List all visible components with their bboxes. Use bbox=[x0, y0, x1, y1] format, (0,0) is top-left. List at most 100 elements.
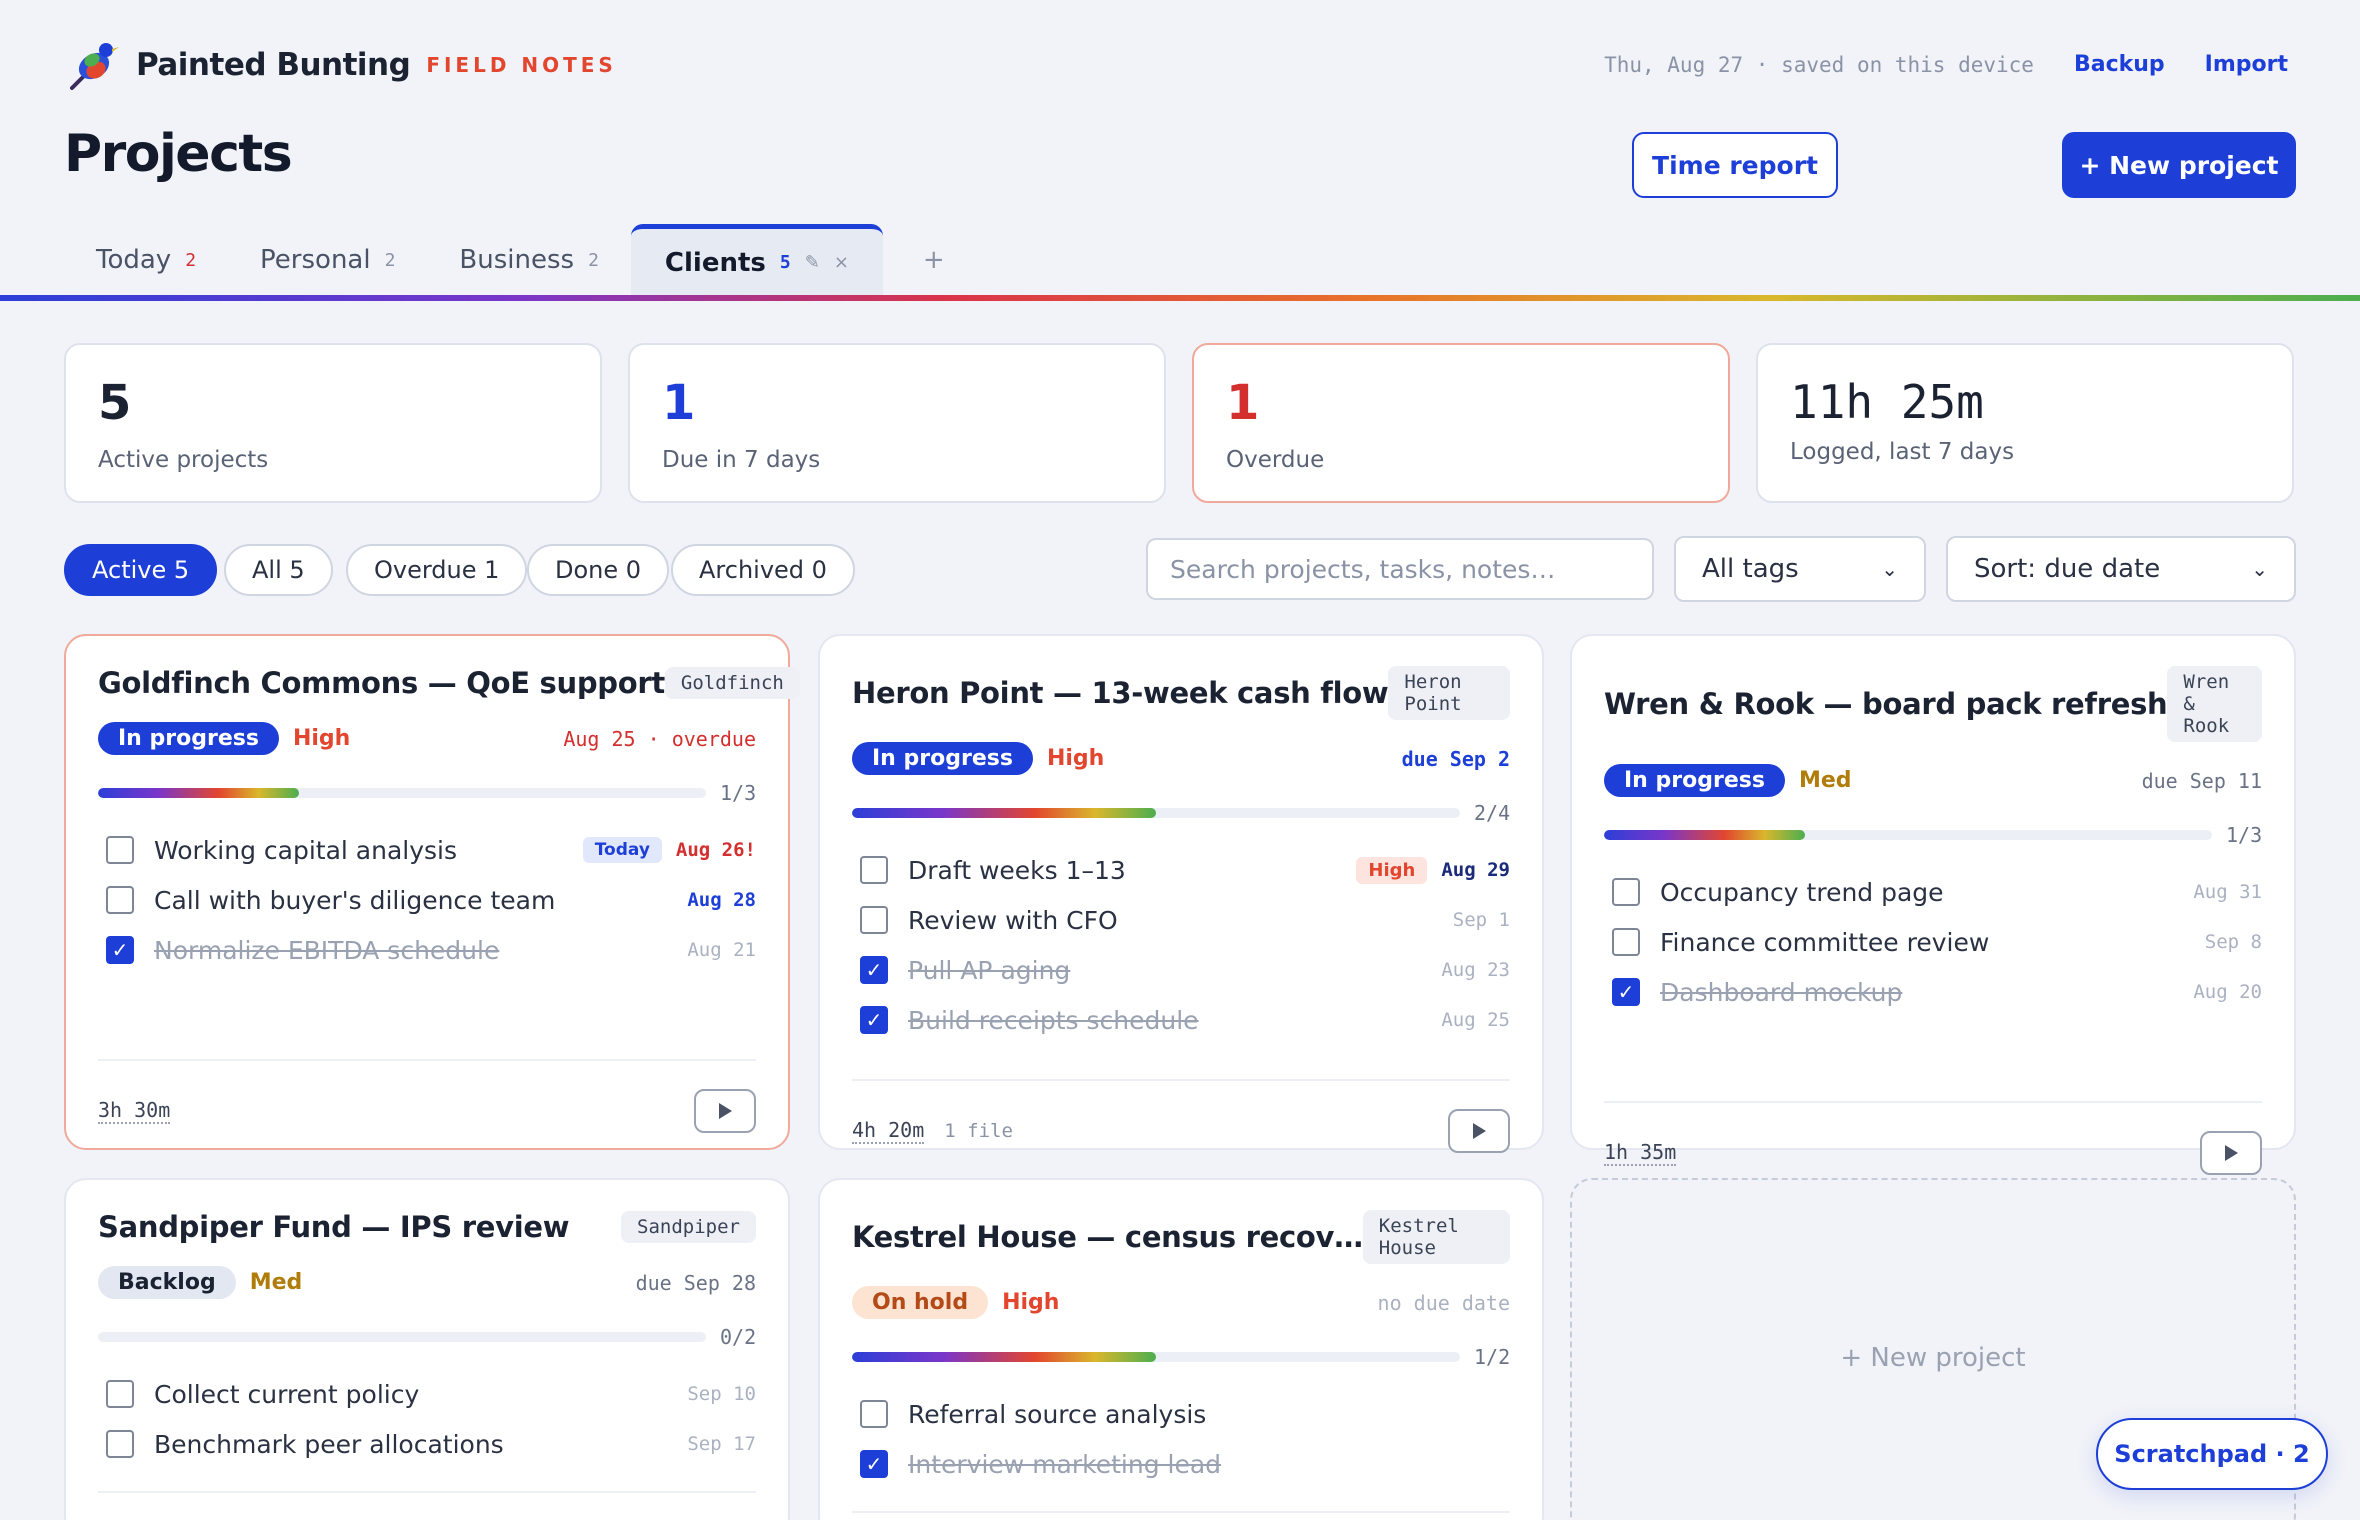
filter-all[interactable]: All 5 bbox=[224, 544, 333, 596]
task-text[interactable]: Draft weeks 1–13 bbox=[908, 855, 1126, 885]
file-count[interactable]: 1 file bbox=[944, 1120, 1013, 1142]
tab-personal[interactable]: Personal 2 bbox=[228, 224, 427, 296]
task-checkbox[interactable] bbox=[106, 886, 134, 914]
stat-number: 5 bbox=[98, 375, 132, 431]
filter-done[interactable]: Done 0 bbox=[527, 544, 670, 596]
task-text[interactable]: Collect current policy bbox=[154, 1379, 420, 1409]
task-text[interactable]: Call with buyer's diligence team bbox=[154, 885, 556, 915]
status-badge[interactable]: In progress bbox=[1604, 764, 1785, 797]
time-report-button[interactable]: Time report bbox=[1632, 132, 1838, 198]
task-checkbox[interactable] bbox=[106, 836, 134, 864]
tab-today[interactable]: Today 2 bbox=[64, 224, 228, 296]
task-text[interactable]: Review with CFO bbox=[908, 905, 1118, 935]
project-card[interactable]: Heron Point — 13-week cash flow Heron Po… bbox=[818, 634, 1544, 1153]
task-text[interactable]: Finance committee review bbox=[1660, 927, 1990, 957]
task-checkbox-checked[interactable]: ✓ bbox=[860, 1006, 888, 1034]
task-text[interactable]: Pull AP aging bbox=[908, 955, 1071, 985]
progress-count: 2/4 bbox=[1474, 801, 1511, 825]
logged-time[interactable]: 3h 30m bbox=[98, 1098, 171, 1124]
client-tag[interactable]: Heron Point bbox=[1388, 666, 1510, 720]
start-timer-button[interactable] bbox=[694, 1089, 756, 1133]
progress-fill bbox=[1604, 830, 1805, 840]
status-badge[interactable]: On hold bbox=[852, 1286, 989, 1319]
client-tag[interactable]: Sandpiper bbox=[621, 1211, 756, 1243]
brand: Painted Bunting FIELD NOTES bbox=[66, 38, 617, 92]
tab-business[interactable]: Business 2 bbox=[427, 224, 631, 296]
sort-select-value: Sort: due date bbox=[1974, 554, 2161, 584]
priority-label: High bbox=[1002, 1290, 1060, 1315]
status-badge[interactable]: In progress bbox=[98, 722, 279, 755]
task-date: Sep 8 bbox=[2204, 931, 2262, 953]
task-text[interactable]: Working capital analysis bbox=[154, 835, 458, 865]
task-text[interactable]: Benchmark peer allocations bbox=[154, 1429, 504, 1459]
task-text[interactable]: Build receipts schedule bbox=[908, 1005, 1199, 1035]
task-checkbox[interactable] bbox=[1612, 878, 1640, 906]
progress-bar bbox=[1604, 830, 2212, 840]
task-date: Aug 26! bbox=[675, 839, 756, 861]
task-checkbox-checked[interactable]: ✓ bbox=[860, 956, 888, 984]
due-date: due Sep 2 bbox=[1401, 746, 1510, 771]
task-checkbox[interactable] bbox=[106, 1380, 134, 1408]
start-timer-button[interactable] bbox=[2200, 1131, 2262, 1175]
close-tab-icon[interactable]: × bbox=[833, 252, 849, 273]
logged-time[interactable]: 1h 35m bbox=[1604, 1140, 1677, 1166]
task-checkbox[interactable] bbox=[860, 906, 888, 934]
tab-label: Personal bbox=[260, 245, 371, 275]
stat-overdue: 1 Overdue bbox=[1192, 343, 1730, 503]
sort-select[interactable]: Sort: due date ⌄ bbox=[1946, 536, 2296, 602]
import-link[interactable]: Import bbox=[2204, 52, 2288, 77]
task-checkbox-checked[interactable]: ✓ bbox=[1612, 978, 1640, 1006]
task-text[interactable]: Dashboard mockup bbox=[1660, 977, 1903, 1007]
rename-tab-icon[interactable]: ✎ bbox=[804, 252, 820, 273]
client-tag[interactable]: Kestrel House bbox=[1362, 1210, 1510, 1264]
project-card[interactable]: Wren & Rook — board pack refresh Wren & … bbox=[1570, 634, 2296, 1175]
task-text[interactable]: Normalize EBITDA schedule bbox=[154, 935, 500, 965]
progress-bar bbox=[852, 1352, 1460, 1362]
play-icon bbox=[719, 1103, 732, 1119]
search-input[interactable] bbox=[1146, 538, 1654, 600]
task-checkbox[interactable] bbox=[860, 856, 888, 884]
project-card[interactable]: Goldfinch Commons — QoE support Goldfinc… bbox=[64, 634, 800, 1150]
tags-select[interactable]: All tags ⌄ bbox=[1674, 536, 1926, 602]
progress-bar bbox=[98, 1332, 706, 1342]
top-right-bar: Thu, Aug 27 · saved on this device Backu… bbox=[1604, 52, 2288, 77]
task-checkbox-checked[interactable]: ✓ bbox=[106, 936, 134, 964]
filter-active[interactable]: Active 5 bbox=[64, 544, 218, 596]
project-title: Wren & Rook — board pack refresh bbox=[1604, 687, 2168, 721]
logged-time[interactable]: 4h 20m bbox=[852, 1118, 925, 1144]
task-checkbox[interactable] bbox=[1612, 928, 1640, 956]
backup-link[interactable]: Backup bbox=[2073, 52, 2165, 77]
task-text[interactable]: Occupancy trend page bbox=[1660, 877, 1944, 907]
status-badge[interactable]: In progress bbox=[852, 742, 1033, 775]
stat-due-soon: 1 Due in 7 days bbox=[628, 343, 1166, 503]
scratchpad-button[interactable]: Scratchpad · 2 bbox=[2096, 1418, 2328, 1490]
add-tab-button[interactable]: + bbox=[922, 245, 945, 275]
new-project-button[interactable]: + New project bbox=[2062, 132, 2296, 198]
filter-overdue[interactable]: Overdue 1 bbox=[346, 544, 528, 596]
client-tag[interactable]: Goldfinch bbox=[664, 667, 800, 699]
priority-label: High bbox=[1046, 746, 1105, 771]
project-card[interactable]: Sandpiper Fund — IPS review Sandpiper Ba… bbox=[64, 1178, 790, 1520]
task-checkbox-checked[interactable]: ✓ bbox=[860, 1450, 888, 1478]
new-project-card[interactable]: + New project bbox=[1570, 1178, 2296, 1520]
task-checkbox[interactable] bbox=[106, 1430, 134, 1458]
status-badge[interactable]: Backlog bbox=[98, 1266, 236, 1299]
task-row: Collect current policy Sep 10 bbox=[98, 1369, 756, 1419]
tab-bar: Today 2 Personal 2 Business 2 Clients 5 … bbox=[64, 224, 985, 296]
play-icon bbox=[2225, 1145, 2238, 1161]
project-card[interactable]: Kestrel House — census recov… Kestrel Ho… bbox=[818, 1178, 1544, 1520]
tab-label: Clients bbox=[664, 247, 766, 278]
play-icon bbox=[1473, 1123, 1486, 1139]
progress-fill bbox=[98, 788, 299, 798]
start-timer-button[interactable] bbox=[1448, 1109, 1510, 1153]
stat-number: 11h 25m bbox=[1790, 375, 1984, 429]
client-tag[interactable]: Wren & Rook bbox=[2167, 666, 2262, 742]
task-text[interactable]: Referral source analysis bbox=[908, 1399, 1207, 1429]
task-date: Sep 1 bbox=[1452, 909, 1510, 931]
project-title: Heron Point — 13-week cash flow bbox=[852, 676, 1389, 710]
task-date: Aug 28 bbox=[687, 889, 756, 911]
task-text[interactable]: Interview marketing lead bbox=[908, 1449, 1222, 1479]
tab-clients[interactable]: Clients 5 ✎ × bbox=[630, 224, 883, 296]
task-checkbox[interactable] bbox=[860, 1400, 888, 1428]
filter-archived[interactable]: Archived 0 bbox=[671, 544, 855, 596]
